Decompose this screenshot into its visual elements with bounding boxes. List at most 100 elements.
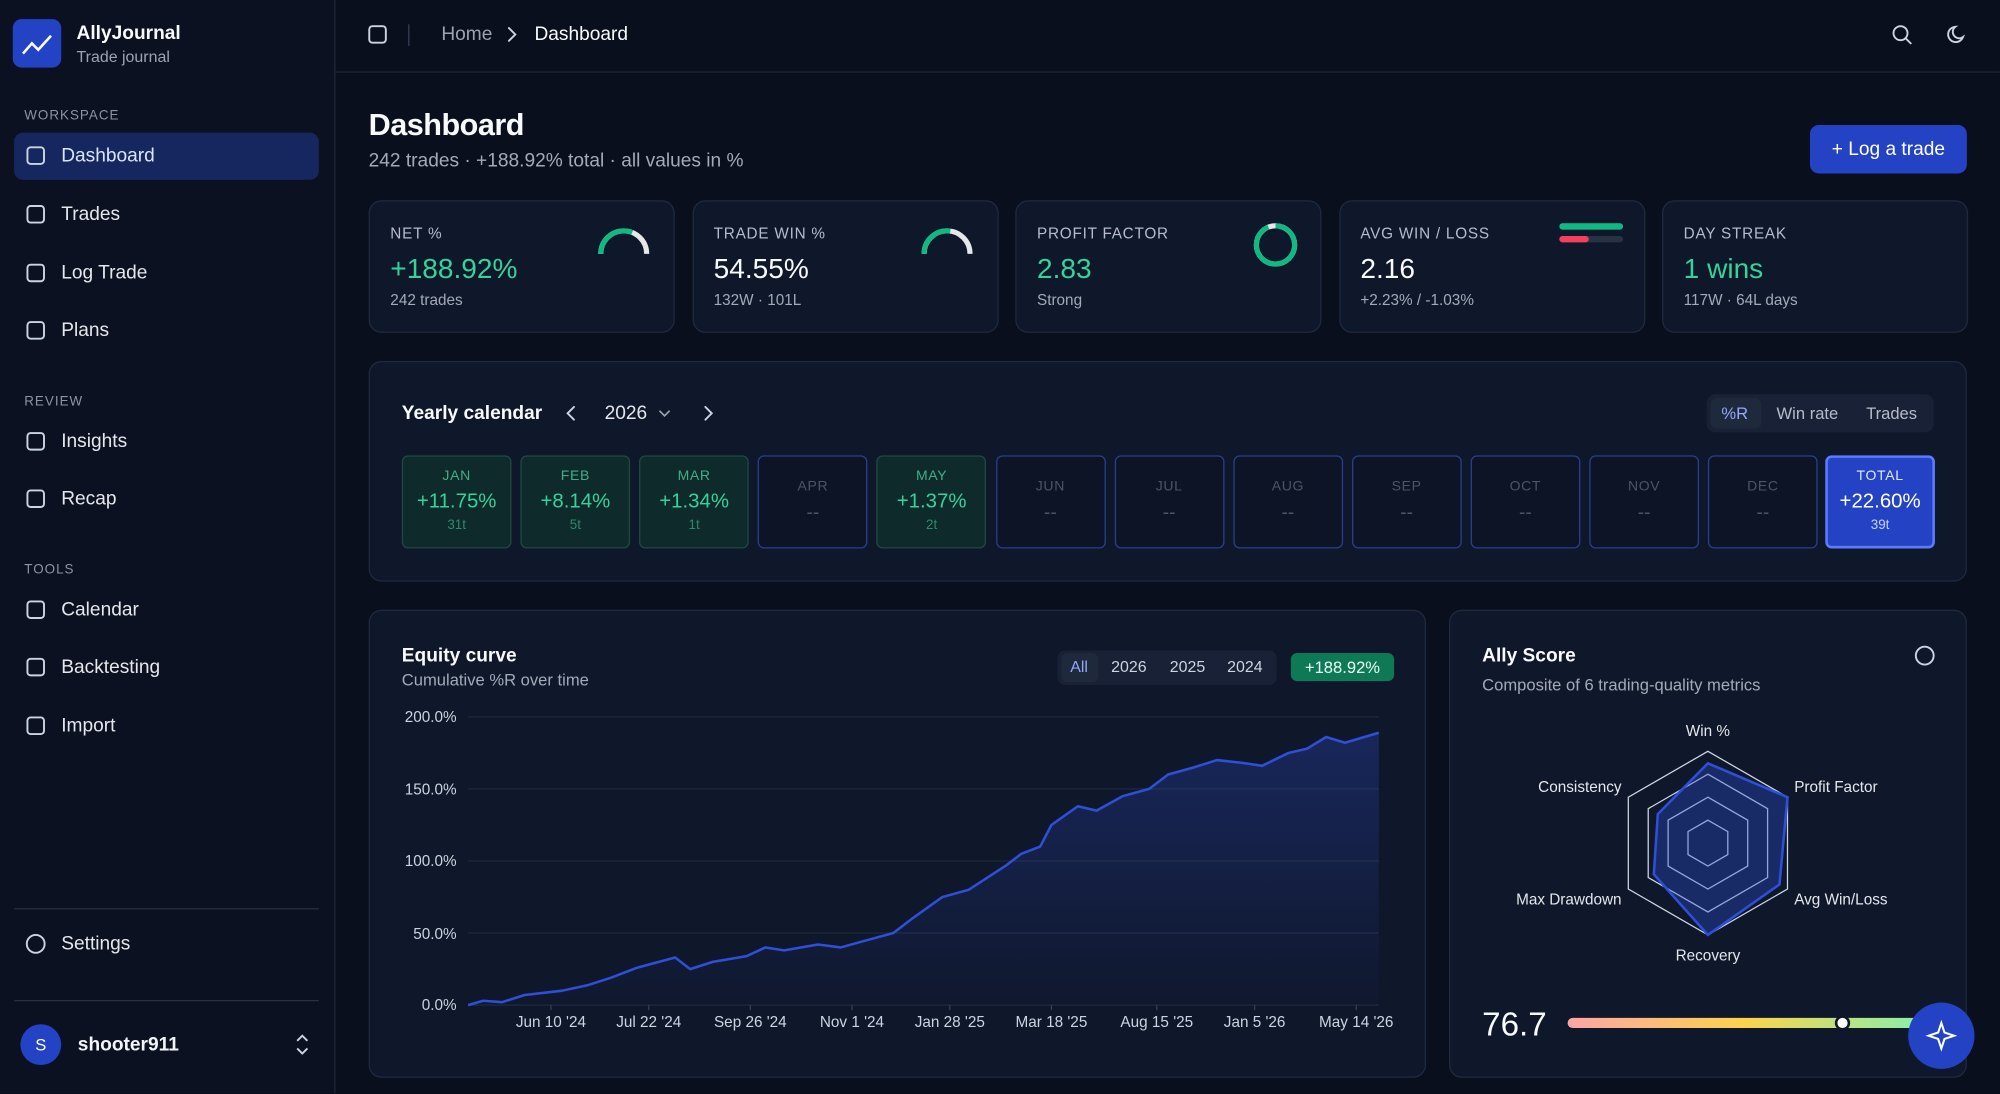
nav-icon (26, 716, 45, 736)
kpi-label: DAY STREAK (1683, 224, 1787, 243)
equity-filter[interactable]: 2026 (1111, 657, 1147, 676)
month-value: +1.37% (896, 491, 967, 513)
month-cell[interactable] (1708, 455, 1818, 549)
nav-item[interactable]: Plans (61, 319, 110, 342)
calendar-tab[interactable]: Win rate (1776, 403, 1839, 423)
section-label: REVIEW (24, 393, 84, 410)
page-subtitle: 242 trades · +188.92% total · all values… (368, 149, 744, 172)
month-cell[interactable] (995, 455, 1106, 549)
radar-label: Win % (1685, 721, 1731, 740)
nav-item[interactable]: Insights (61, 430, 128, 453)
icon-shape (26, 489, 45, 508)
icon-shape (26, 716, 45, 736)
year-select[interactable]: 2026 (604, 402, 648, 425)
icon-shape (26, 432, 45, 451)
assistant-button[interactable] (1907, 1001, 1976, 1070)
icon-shape (566, 405, 575, 421)
sidebar-toggle (368, 25, 387, 44)
month-cell[interactable] (1351, 455, 1462, 549)
month-cell[interactable] (639, 455, 749, 549)
prev-year (566, 405, 575, 421)
month-cell[interactable] (1589, 455, 1699, 549)
icon-shape (368, 25, 387, 44)
x-tick-label: Aug 15 '25 (1120, 1012, 1194, 1031)
month-trades: 39t (1870, 517, 1890, 533)
month-name: SEP (1391, 478, 1422, 495)
month-cell[interactable] (758, 455, 868, 549)
icon-shape (296, 1034, 309, 1055)
radar-label: Profit Factor (1794, 778, 1878, 796)
icon-shape (26, 146, 45, 165)
breadcrumb-sep (507, 27, 517, 42)
user-name[interactable]: shooter911 (77, 1033, 179, 1056)
kpi-card (691, 200, 999, 333)
brand-logo (12, 19, 62, 68)
nav-item[interactable]: Dashboard (61, 144, 155, 167)
nav-icon (26, 146, 45, 165)
nav-icon (26, 657, 45, 677)
nav-item[interactable]: Backtesting (61, 656, 161, 678)
breadcrumb[interactable]: Home (441, 23, 493, 46)
fab-bg (1908, 1002, 1975, 1069)
month-name: JUL (1155, 478, 1183, 495)
topbar (335, 0, 2000, 73)
nav-item[interactable]: Log Trade (61, 262, 148, 284)
equity-filter[interactable]: 2024 (1227, 657, 1263, 676)
icon-shape (658, 410, 671, 417)
x-tick-label: Jan 5 '26 (1223, 1012, 1286, 1031)
month-value: -- (806, 501, 820, 524)
radar-label: Max Drawdown (1516, 890, 1622, 909)
nav-item[interactable]: Import (61, 714, 116, 737)
nav-item[interactable]: Recap (61, 487, 117, 510)
calendar-tab[interactable]: Trades (1866, 403, 1918, 423)
theme-toggle (1947, 25, 1965, 44)
month-cell[interactable] (1825, 455, 1935, 549)
log-trade-button[interactable]: + Log a trade (1809, 124, 1967, 174)
month-cell[interactable] (520, 455, 631, 549)
kpi-value: 54.55% (713, 252, 809, 285)
search-button (1892, 25, 1912, 45)
kpi-note: 132W · 101L (713, 290, 802, 309)
nav-icon (26, 600, 45, 619)
equity-filter[interactable]: 2025 (1169, 657, 1206, 676)
icon-shape (1914, 645, 1935, 666)
kpi-label: AVG WIN / LOSS (1360, 224, 1490, 243)
month-cell[interactable] (1114, 455, 1224, 549)
kpi-value: 1 wins (1683, 252, 1764, 285)
month-cell[interactable] (1470, 455, 1581, 549)
month-cell[interactable] (1233, 455, 1343, 549)
x-tick-label: Jul 22 '24 (616, 1012, 682, 1031)
nav-item[interactable]: Trades (61, 203, 121, 226)
user-initial: S (35, 1035, 47, 1055)
y-tick-label: 200.0% (404, 707, 457, 726)
month-name: AUG (1271, 478, 1305, 495)
nav-active[interactable] (14, 132, 319, 180)
month-trades: 2t (926, 517, 938, 533)
sidebar-divider (14, 908, 319, 910)
settings-link[interactable]: Settings (61, 933, 131, 955)
month-cell[interactable] (401, 455, 512, 549)
user-avatar[interactable]: S (20, 1024, 62, 1066)
kpi-card (1338, 200, 1645, 333)
month-value: -- (1044, 501, 1057, 524)
nav-icon (26, 205, 45, 224)
logo-mark (21, 34, 52, 55)
equity-subtitle: Cumulative %R over time (401, 670, 589, 690)
calendar-tab[interactable]: %R (1721, 403, 1749, 423)
icon-shape (1904, 37, 1912, 45)
equity-filter[interactable]: All (1070, 657, 1088, 676)
month-cell[interactable] (876, 455, 987, 549)
kpi-label: PROFIT FACTOR (1036, 224, 1169, 243)
y-tick-label: 50.0% (413, 924, 457, 942)
sidebar-divider (14, 999, 319, 1002)
header-divider (408, 24, 410, 46)
month-name: DEC (1747, 478, 1779, 495)
kpi-card (368, 200, 675, 333)
month-value: +22.60% (1839, 491, 1921, 513)
nav-item[interactable]: Calendar (61, 598, 139, 621)
month-value: +8.14% (540, 491, 611, 513)
month-trades: 1t (688, 517, 700, 533)
tab-active (1710, 397, 1762, 429)
month-name: OCT (1509, 478, 1542, 495)
month-name: JAN (442, 468, 471, 485)
